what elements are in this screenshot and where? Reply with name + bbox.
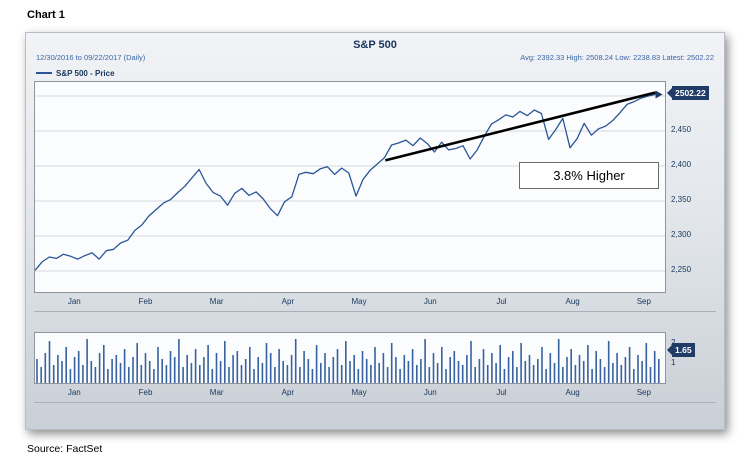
stats-line: Avg: 2392.33 High: 2508.24 Low: 2238.83 … — [520, 53, 714, 62]
month-label: Sep — [636, 388, 651, 397]
chart-title: S&P 500 — [353, 39, 397, 51]
price-line-chart — [35, 90, 665, 272]
latest-price-badge: 2502.22 — [667, 86, 709, 101]
month-label: May — [351, 388, 367, 397]
volume-y-tick: 2 — [671, 338, 675, 347]
band-gap — [34, 312, 716, 332]
legend: S&P 500 - Price — [34, 65, 716, 81]
line-end-arrow-icon — [655, 90, 663, 99]
volume-badge: 1.65 — [667, 343, 695, 357]
month-label: Jun — [423, 297, 437, 306]
legend-line-sample — [36, 72, 52, 74]
y-axis-tick: 2,300 — [671, 230, 692, 239]
chart-number-label: Chart 1 — [27, 9, 65, 21]
month-axis-top: Jan Feb Mar Apr May Jun Jul Aug Sep — [34, 293, 716, 312]
month-label: Jun — [423, 388, 437, 397]
volume-plot-area — [34, 332, 666, 384]
y-axis-tick: 2,450 — [671, 125, 692, 134]
month-label: Mar — [209, 388, 224, 397]
volume-bars-chart — [36, 339, 660, 383]
source-label: Source: FactSet — [27, 443, 103, 455]
annotation-box: 3.8% Higher — [519, 162, 659, 189]
month-label: May — [351, 297, 367, 306]
y-axis-tick: 2,350 — [671, 195, 692, 204]
month-label: Sep — [636, 297, 651, 306]
legend-label: S&P 500 - Price — [56, 68, 115, 78]
month-label: Jul — [496, 297, 507, 306]
volume-y-axis: 1.65 2 1 — [666, 332, 716, 384]
chart-subheader: 12/30/2016 to 09/22/2017 (Daily) Avg: 23… — [34, 53, 716, 65]
month-label: Mar — [209, 297, 224, 306]
month-label: Jan — [67, 297, 81, 306]
volume-plot-row: 1.65 2 1 — [34, 332, 716, 384]
volume-y-tick: 1 — [671, 358, 676, 367]
chart-image: S&P 500 12/30/2016 to 09/22/2017 (Daily)… — [25, 32, 725, 430]
y-axis-tick: 2,250 — [671, 265, 692, 274]
month-label: Feb — [138, 388, 153, 397]
month-label: Aug — [565, 297, 580, 306]
month-label: Apr — [281, 297, 295, 306]
month-label: Apr — [281, 388, 295, 397]
month-label: Jan — [67, 388, 81, 397]
price-plot-row: 3.8% Higher 2502.22 2,5002,4502,4002,350… — [34, 81, 716, 293]
month-axis-bottom: Jan Feb Mar Apr May Jun Jul Aug Sep — [34, 384, 716, 403]
date-range-label: 12/30/2016 to 09/22/2017 (Daily) — [36, 53, 146, 62]
month-label: Feb — [138, 297, 153, 306]
month-label: Aug — [565, 388, 580, 397]
y-axis-tick: 2,400 — [671, 160, 692, 169]
price-plot-area: 3.8% Higher — [34, 81, 666, 293]
month-label: Jul — [496, 388, 507, 397]
